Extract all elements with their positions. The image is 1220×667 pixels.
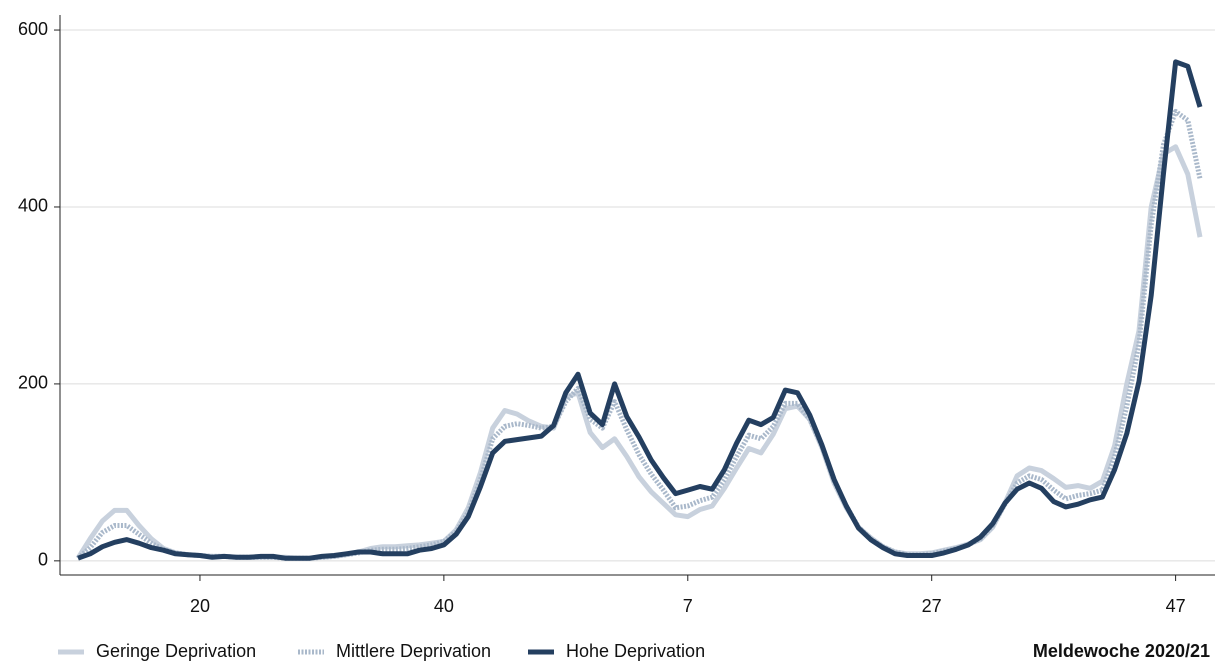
series-line	[76, 108, 1203, 561]
legend-label: Mittlere Deprivation	[336, 641, 491, 661]
series-line	[75, 144, 1203, 561]
y-tick-label: 0	[38, 550, 48, 570]
legend-label: Hohe Deprivation	[566, 641, 705, 661]
x-tick-label: 27	[922, 596, 942, 616]
x-tick-label: 40	[434, 596, 454, 616]
x-axis-label: Meldewoche 2020/21	[1033, 641, 1210, 661]
x-tick-label: 7	[683, 596, 693, 616]
series-line	[77, 59, 1203, 561]
x-tick-label: 47	[1166, 596, 1186, 616]
y-tick-label: 600	[18, 19, 48, 39]
y-tick-label: 200	[18, 373, 48, 393]
legend-label: Geringe Deprivation	[96, 641, 256, 661]
x-tick-label: 20	[190, 596, 210, 616]
y-tick-label: 400	[18, 196, 48, 216]
